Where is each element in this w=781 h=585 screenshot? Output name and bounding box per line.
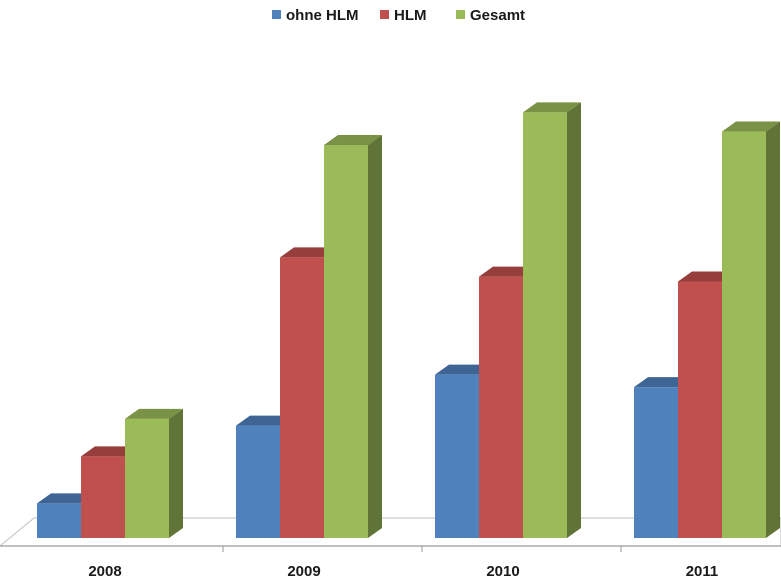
- bar-gesamt-2009: [324, 135, 382, 539]
- chart-floor: [0, 517, 781, 552]
- bar-gesamt-2008: [125, 408, 183, 538]
- legend-swatch: [456, 10, 465, 19]
- legend-label: HLM: [394, 7, 427, 24]
- legend-item-gesamt: Gesamt: [456, 7, 525, 24]
- legend-swatch: [272, 10, 281, 19]
- x-tick-label-2008: 2008: [88, 563, 121, 580]
- legend: ohne HLM HLM Gesamt: [272, 7, 525, 24]
- x-tick-label-2011: 2011: [686, 563, 719, 580]
- bar-gesamt-2010: [523, 102, 581, 539]
- x-axis-tick-labels: 2008 2009 2010 2011: [88, 563, 718, 580]
- legend-item-ohne-hlm: ohne HLM: [272, 7, 359, 24]
- x-tick-label-2009: 2009: [287, 563, 320, 580]
- legend-label: Gesamt: [470, 7, 525, 24]
- legend-swatch: [380, 10, 389, 19]
- legend-label: ohne HLM: [286, 7, 359, 24]
- legend-item-hlm: HLM: [380, 7, 427, 24]
- x-tick-label-2010: 2010: [486, 563, 519, 580]
- bar-group: [37, 102, 780, 539]
- bar-gesamt-2011: [722, 121, 780, 538]
